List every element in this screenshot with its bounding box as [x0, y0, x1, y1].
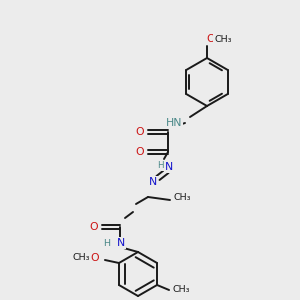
Text: CH₃: CH₃: [172, 286, 190, 295]
Text: O: O: [207, 34, 215, 44]
Text: N: N: [149, 177, 157, 187]
Text: O: O: [90, 222, 98, 232]
Text: CH₃: CH₃: [173, 194, 191, 202]
Text: O: O: [91, 253, 99, 263]
Text: HN: HN: [166, 118, 182, 128]
Text: CH₃: CH₃: [72, 254, 90, 262]
Text: O: O: [136, 127, 144, 137]
Text: N: N: [165, 162, 173, 172]
Text: O: O: [136, 147, 144, 157]
Text: H: H: [103, 238, 110, 247]
Text: N: N: [117, 238, 125, 248]
Text: CH₃: CH₃: [214, 34, 232, 43]
Text: H: H: [157, 161, 163, 170]
